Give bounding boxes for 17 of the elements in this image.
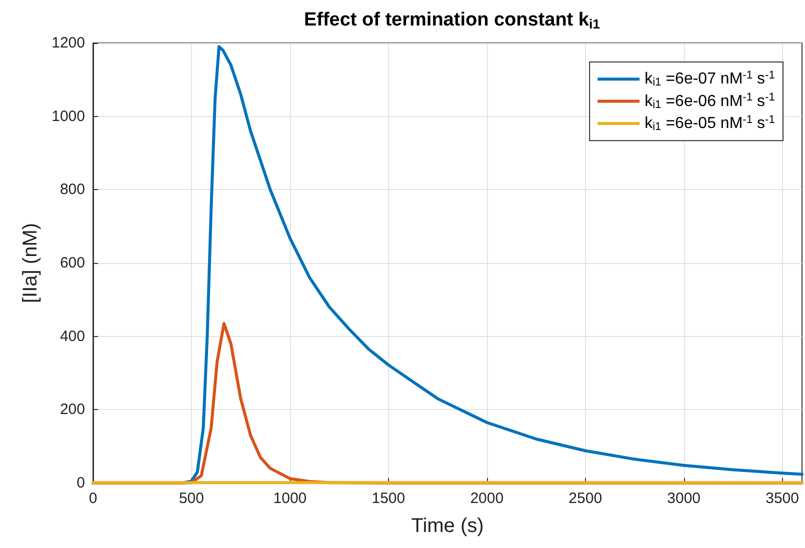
y-tick-label: 1200 — [52, 34, 85, 52]
y-tick-label: 600 — [60, 254, 85, 272]
x-tick-label: 3500 — [766, 490, 799, 507]
y-tick-label: 0 — [76, 474, 85, 492]
y-tick-label: 800 — [60, 181, 85, 198]
x-tick-label: 3000 — [667, 490, 701, 507]
x-axis-title: Time (s) — [411, 515, 484, 537]
y-tick-label: 200 — [60, 401, 85, 418]
x-tick-label: 2000 — [470, 490, 504, 507]
y-tick-label: 400 — [60, 328, 85, 345]
x-tick-label: 2500 — [568, 490, 602, 507]
x-tick-label: 500 — [178, 490, 204, 507]
x-tick-label: 1000 — [273, 490, 307, 507]
x-tick-label: 1500 — [372, 490, 406, 507]
x-tick-label: 0 — [88, 490, 98, 507]
y-tick-label: 1000 — [52, 108, 85, 125]
y-axis-title: [IIa] (nM) — [20, 222, 42, 304]
